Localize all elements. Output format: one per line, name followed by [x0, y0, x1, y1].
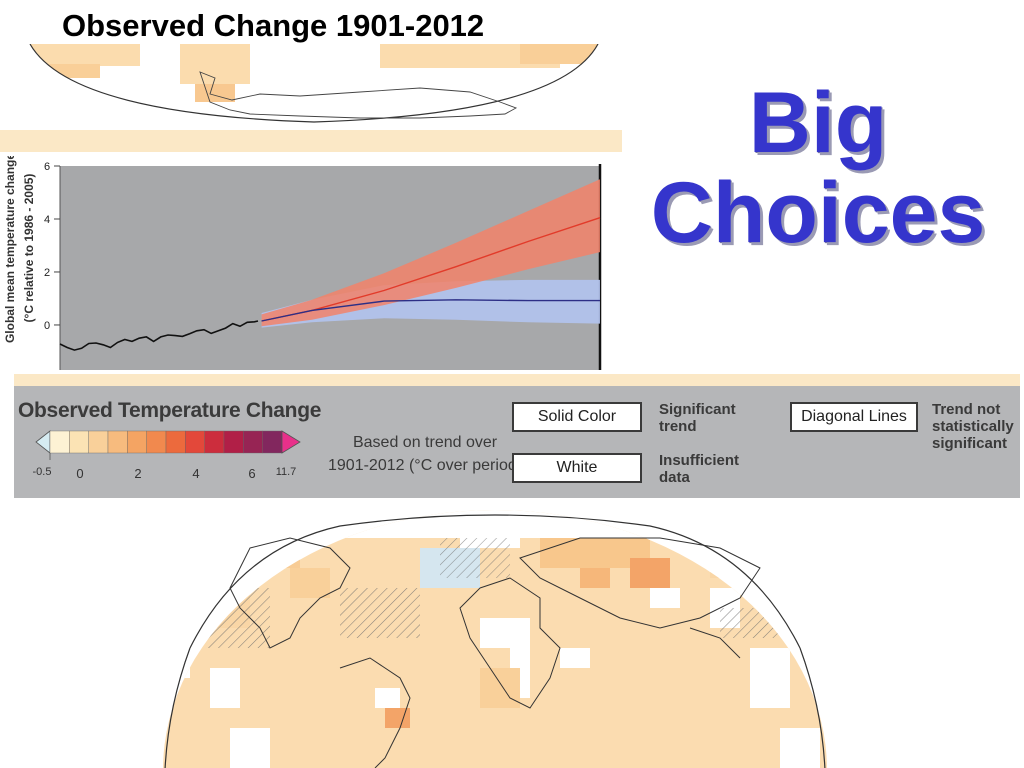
- insufficient-line2: data: [659, 469, 690, 486]
- big-word: Big: [748, 75, 888, 171]
- chart-svg: 6 4 2 0 Global mean temperature change (°C …: [3, 153, 602, 370]
- not-sig-line2: statistically: [932, 418, 1014, 435]
- decorative-strip-top: [0, 130, 622, 152]
- colorbar-cell: [243, 430, 263, 454]
- colorbar-cell: [88, 430, 109, 454]
- low-scenario-line: [261, 299, 600, 322]
- y-axis-label-line2: (°C relative to 1986 - 2005): [22, 174, 36, 323]
- colorbar-cell: [204, 430, 225, 454]
- decorative-strip-legend: [14, 374, 1020, 386]
- colorbar-tick-4: 4: [192, 466, 199, 481]
- legend-description: Based on trend over 1901-2012 (°C over p…: [328, 431, 522, 477]
- choices-word: Choices: [650, 165, 986, 262]
- y-tick-label: 4: [44, 214, 50, 226]
- not-sig-line1: Trend not: [932, 401, 1001, 418]
- world-temperature-map: [163, 510, 827, 768]
- y-tick-label: 6: [44, 161, 50, 173]
- diagonal-lines-box: Diagonal Lines: [790, 402, 918, 432]
- legend-description-line1: Based on trend over: [352, 434, 498, 451]
- not-sig-line3: significant: [932, 435, 1008, 452]
- top-map-fragment: [29, 44, 599, 123]
- legend-description-line2: 1901-2012 (°C over period): [328, 457, 523, 474]
- significant-line1: Significant: [659, 401, 736, 418]
- insufficient-data-label: Insufficient data: [659, 452, 739, 486]
- legend-title: Observed Temperature Change: [18, 399, 322, 422]
- colorbar-cell: [107, 430, 128, 454]
- temperature-projection-chart: 6 4 2 0 Global mean temperature change (°C …: [0, 153, 606, 370]
- colorbar-low-arrow: [35, 430, 51, 454]
- y-axis-label-line1: Global mean temperature change: [3, 156, 17, 343]
- low-scenario-band: [261, 279, 600, 328]
- colorbar-cell: [262, 430, 283, 454]
- colorbar-cell: [185, 430, 205, 454]
- historical-line: [59, 320, 259, 351]
- colorbar-tick-2: 2: [134, 466, 141, 481]
- high-scenario-band: [261, 179, 600, 327]
- insufficient-line1: Insufficient: [659, 452, 740, 469]
- significant-trend-label: Significant trend: [659, 401, 736, 435]
- y-tick-label: 0: [44, 320, 50, 332]
- colorbar-tick-6: 6: [248, 466, 255, 481]
- colorbar-cell: [146, 430, 167, 454]
- y-tick-label: 2: [44, 267, 50, 279]
- big-choices-heading: Big Choices: [612, 78, 1024, 259]
- slide-title: Observed Change 1901-2012: [62, 8, 485, 43]
- color-scale-bar: -0.5 0 2 4 6 11.7: [33, 430, 301, 481]
- significant-line2: trend: [659, 418, 697, 435]
- colorbar-cell: [69, 430, 89, 454]
- colorbar-cell: [127, 430, 147, 454]
- colorbar-cell: [223, 430, 244, 454]
- colorbar-tick-neg05: -0.5: [33, 466, 52, 478]
- colorbar-tick-0: 0: [76, 466, 83, 481]
- colorbar-high-arrow: [281, 430, 301, 454]
- colorbar-cell: [165, 430, 186, 454]
- colorbar-tick-117: 11.7: [276, 466, 297, 478]
- colorbar-cell: [49, 430, 70, 454]
- trend-not-significant-label: Trend not statistically significant: [932, 401, 1014, 452]
- white-box: White: [512, 453, 642, 483]
- solid-color-box: Solid Color: [512, 402, 642, 432]
